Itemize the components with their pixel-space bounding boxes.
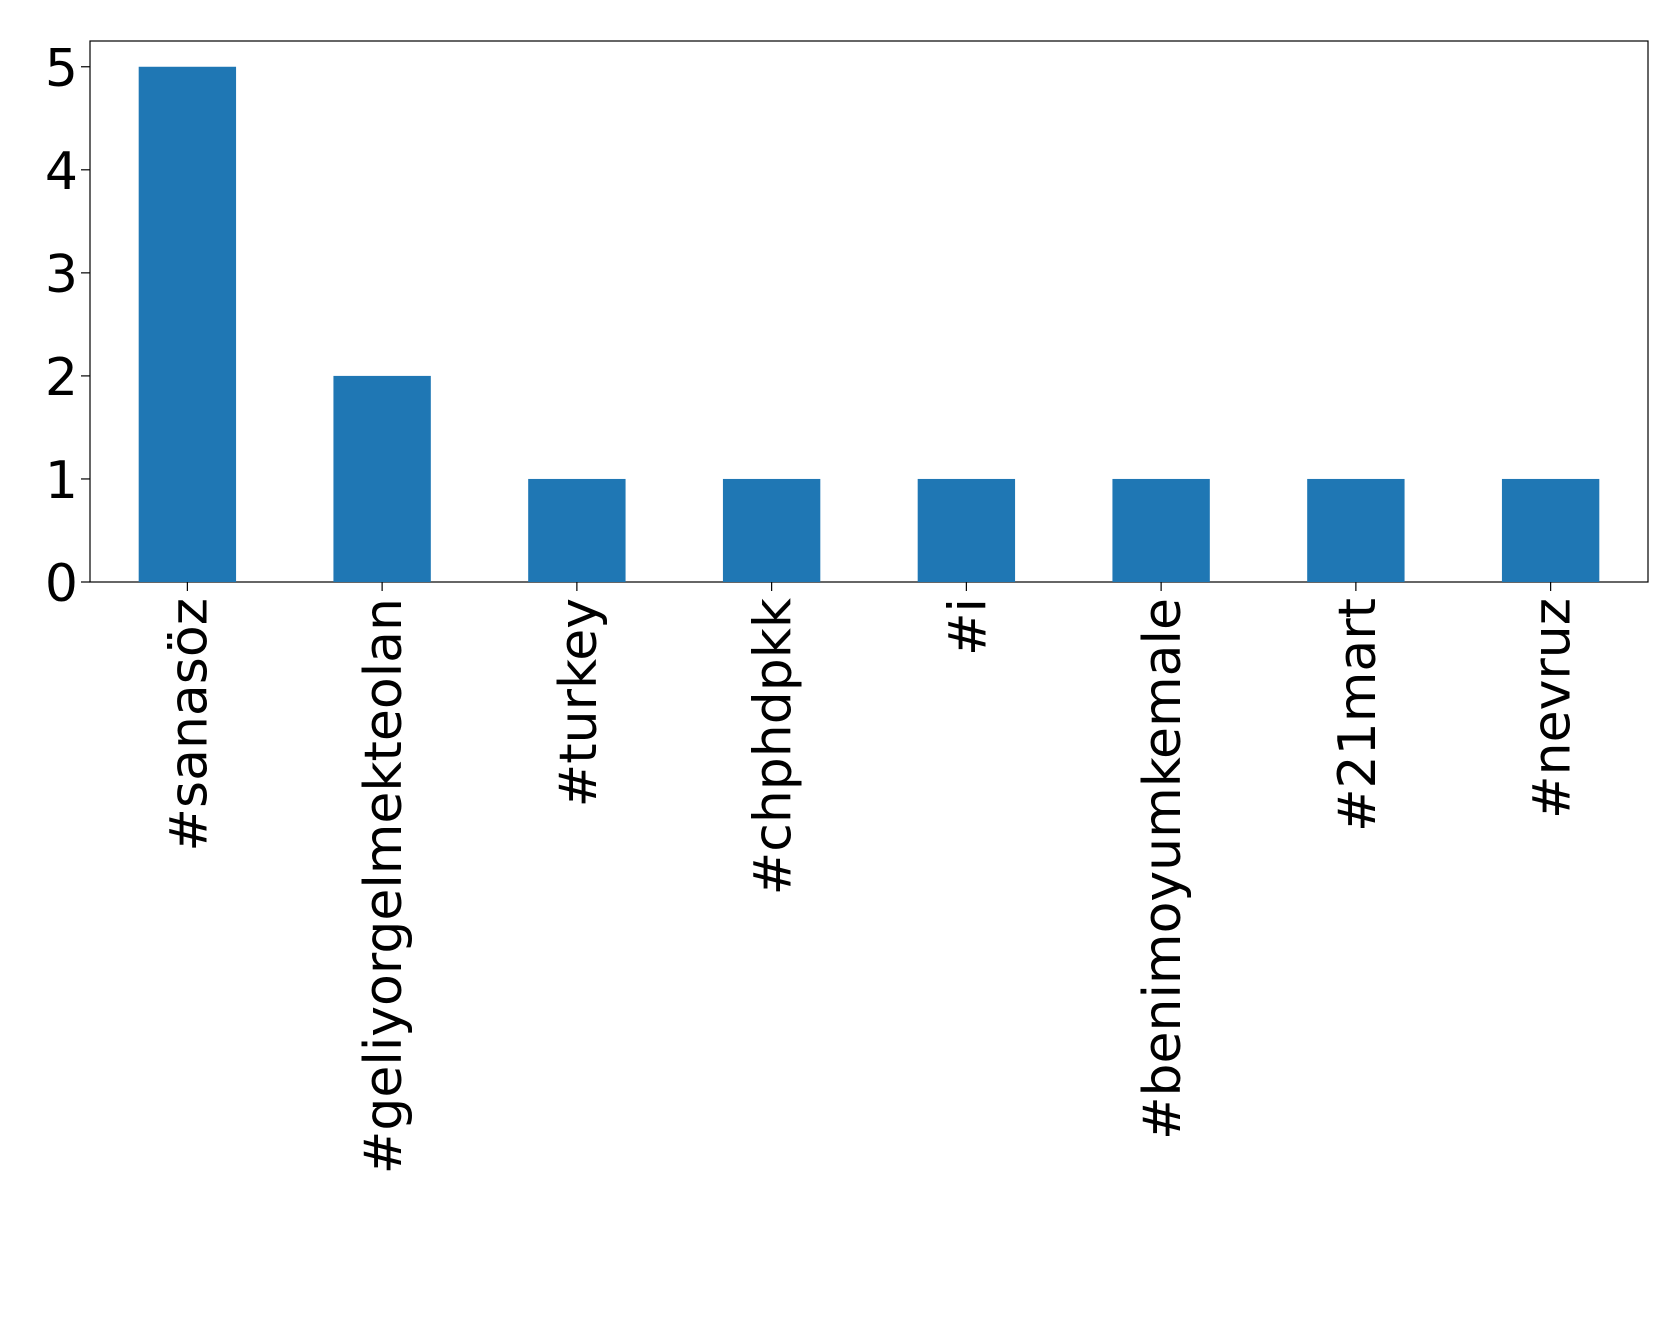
y-tick-label: 2: [45, 348, 78, 408]
bar: [528, 478, 626, 582]
axes-frame: [89, 40, 1649, 583]
x-tick-label: #chphdpkk: [744, 598, 804, 895]
x-tick-label: #21mart: [1328, 598, 1388, 832]
x-tick-label: #geliyorgelmekteolan: [354, 598, 414, 1174]
bar: [917, 478, 1016, 582]
bar: [1501, 478, 1600, 582]
bar: [1307, 478, 1405, 582]
x-tick-label: #sanasöz: [159, 598, 219, 852]
bar: [722, 478, 821, 582]
y-tick-label: 0: [45, 554, 78, 614]
bar: [333, 375, 431, 582]
bar: [138, 66, 237, 582]
y-tick-label: 5: [45, 39, 78, 99]
bar: [1112, 478, 1210, 582]
y-tick-label: 1: [45, 451, 78, 511]
x-tick-label: #i: [938, 598, 998, 656]
x-tick-label: #nevruz: [1523, 598, 1583, 819]
y-tick-label: 4: [45, 142, 78, 202]
y-tick-label: 3: [45, 245, 78, 305]
x-tick-label: #turkey: [549, 598, 609, 807]
x-tick-label: #benimoyumkemale: [1133, 598, 1193, 1140]
